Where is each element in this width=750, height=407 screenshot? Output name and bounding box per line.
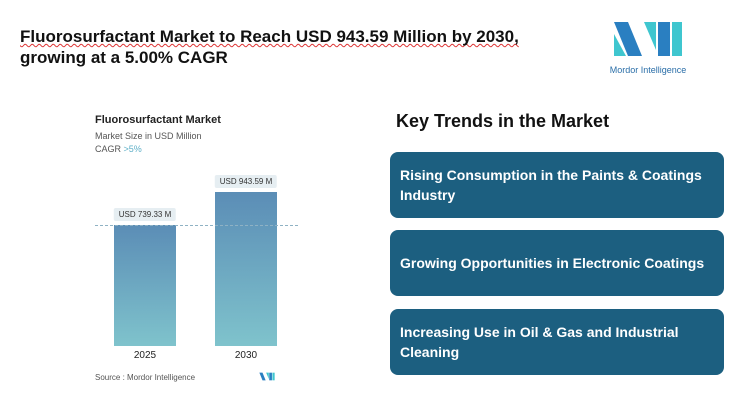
trends-title: Key Trends in the Market	[396, 111, 610, 131]
title-line-2: growing at a 5.00% CAGR	[20, 48, 228, 67]
trend-card-2: Growing Opportunities in Electronic Coat…	[390, 230, 724, 296]
cagr-label: CAGR	[95, 144, 122, 154]
cagr-value: >5%	[123, 144, 142, 154]
source-logo-icon	[259, 372, 275, 381]
chart-source: Source : Mordor Intelligence	[95, 373, 196, 382]
trend-text: Rising Consumption in the Paints & Coati…	[400, 167, 702, 203]
x-tick-label: 2025	[133, 350, 157, 361]
page-title: Fluorosurfactant Market to Reach USD 943…	[20, 26, 580, 68]
trend-card-1: Rising Consumption in the Paints & Coati…	[390, 152, 724, 218]
data-label: USD 943.59 M	[214, 175, 278, 188]
bar-2030	[215, 192, 277, 346]
logo-mark-icon	[614, 22, 682, 56]
x-tick-label: 2030	[234, 350, 258, 361]
mordor-logo: Mordor Intelligence	[608, 20, 688, 75]
logo-text: Mordor Intelligence	[609, 65, 687, 75]
title-line-1: Fluorosurfactant Market to Reach USD 943…	[20, 27, 519, 46]
trend-text: Increasing Use in Oil & Gas and Industri…	[400, 324, 679, 360]
reference-line	[95, 225, 298, 226]
data-label: USD 739.33 M	[113, 208, 177, 221]
chart-title: Fluorosurfactant Market	[95, 114, 221, 126]
chart-subtitle: Market Size in USD Million	[95, 131, 202, 141]
bar-2025	[114, 225, 176, 346]
trend-text: Growing Opportunities in Electronic Coat…	[400, 255, 705, 271]
trend-card-3: Increasing Use in Oil & Gas and Industri…	[390, 309, 724, 375]
